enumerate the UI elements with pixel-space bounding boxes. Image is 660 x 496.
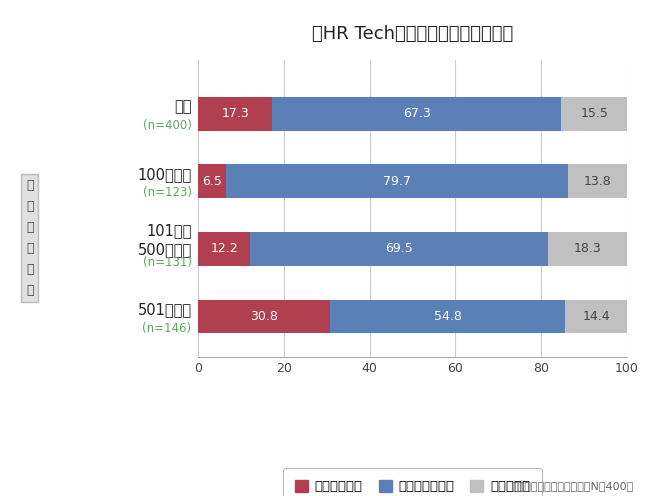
- Bar: [198, 97, 272, 130]
- Bar: [548, 232, 627, 266]
- Bar: [272, 97, 561, 130]
- Bar: [330, 300, 565, 333]
- Text: 69.5: 69.5: [385, 243, 413, 255]
- Text: 13.8: 13.8: [583, 175, 611, 188]
- Bar: [565, 300, 627, 333]
- Bar: [250, 232, 548, 266]
- Text: 30.8: 30.8: [250, 310, 278, 323]
- Text: 14.4: 14.4: [582, 310, 610, 323]
- Text: マンパワーグループ調べ（N＝400）: マンパワーグループ調べ（N＝400）: [512, 481, 634, 491]
- Legend: 導入している, 導入していない, わからない: 導入している, 導入していない, わからない: [283, 468, 542, 496]
- Text: 101人～
500人以下: 101人～ 500人以下: [137, 223, 191, 257]
- Bar: [198, 300, 330, 333]
- Text: 6.5: 6.5: [202, 175, 222, 188]
- Text: (n=146): (n=146): [143, 321, 191, 334]
- Text: 501人以上: 501人以上: [137, 302, 191, 317]
- Text: 17.3: 17.3: [221, 107, 249, 120]
- Text: 100人以下: 100人以下: [137, 167, 191, 182]
- Text: 18.3: 18.3: [574, 243, 602, 255]
- Text: 79.7: 79.7: [383, 175, 411, 188]
- Bar: [561, 97, 628, 130]
- Bar: [198, 232, 250, 266]
- Text: 67.3: 67.3: [403, 107, 430, 120]
- Bar: [568, 164, 627, 198]
- Text: (n=123): (n=123): [143, 186, 191, 199]
- Text: 15.5: 15.5: [580, 107, 608, 120]
- Title: 「HR Tech」を導入していますか？: 「HR Tech」を導入していますか？: [312, 25, 513, 43]
- Text: (n=400): (n=400): [143, 119, 191, 131]
- Bar: [226, 164, 568, 198]
- Bar: [198, 164, 226, 198]
- Text: 従
業
員
規
模
別: 従 業 員 規 模 別: [26, 179, 34, 297]
- Text: 全体: 全体: [174, 99, 191, 115]
- Text: 54.8: 54.8: [434, 310, 461, 323]
- Text: (n=131): (n=131): [143, 256, 191, 269]
- Text: 12.2: 12.2: [211, 243, 238, 255]
